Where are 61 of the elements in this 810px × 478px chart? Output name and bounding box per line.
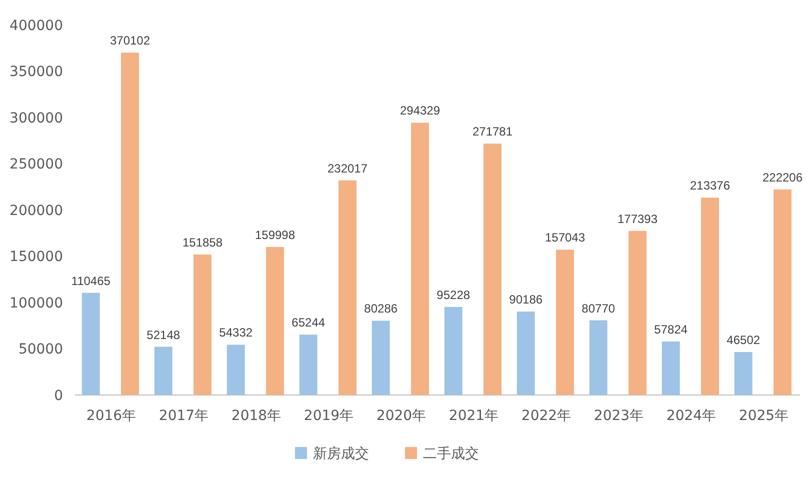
bar bbox=[734, 352, 752, 395]
legend-label: 二手成交 bbox=[423, 446, 479, 462]
data-label: 159998 bbox=[254, 228, 296, 242]
data-label: 65244 bbox=[292, 316, 326, 330]
bar bbox=[484, 144, 502, 395]
data-label: 46502 bbox=[726, 332, 760, 347]
bar bbox=[411, 122, 429, 395]
x-tick-label: 2025年 bbox=[738, 408, 789, 424]
bar bbox=[774, 189, 792, 395]
x-tick-label: 2021年 bbox=[448, 408, 499, 424]
bar bbox=[662, 342, 680, 395]
data-label: 271781 bbox=[472, 124, 513, 139]
data-label: 80286 bbox=[364, 302, 398, 316]
y-tick-label: 150000 bbox=[10, 249, 63, 266]
x-tick-label: 2020年 bbox=[376, 408, 426, 424]
data-label: 157043 bbox=[544, 230, 586, 245]
y-tick-label: 50000 bbox=[18, 342, 63, 358]
bar bbox=[121, 52, 139, 395]
data-label: 52148 bbox=[146, 328, 180, 342]
data-label: 232017 bbox=[327, 161, 368, 176]
data-label: 177393 bbox=[617, 212, 658, 226]
y-tick-label: 350000 bbox=[10, 64, 63, 80]
data-label: 151858 bbox=[182, 236, 223, 250]
x-tick-label: 2023年 bbox=[594, 408, 644, 424]
bar bbox=[82, 292, 100, 395]
x-tick-label: 2022年 bbox=[521, 408, 572, 424]
x-tick-label: 2018年 bbox=[231, 408, 282, 424]
y-tick-label: 100000 bbox=[10, 295, 63, 312]
data-label: 95228 bbox=[436, 288, 470, 302]
x-tick-label: 2017年 bbox=[158, 408, 209, 424]
bar bbox=[628, 230, 646, 395]
x-tick-label: 2016年 bbox=[86, 408, 136, 424]
bar bbox=[299, 334, 318, 395]
data-label: 54332 bbox=[219, 326, 253, 340]
bar bbox=[338, 180, 356, 395]
y-tick-label: 0 bbox=[54, 388, 63, 404]
data-label: 90186 bbox=[509, 292, 543, 307]
y-tick-label: 250000 bbox=[10, 156, 63, 173]
data-label: 80770 bbox=[582, 301, 616, 316]
bar bbox=[226, 344, 245, 395]
bar bbox=[516, 312, 535, 395]
data-label: 57824 bbox=[654, 322, 688, 337]
x-tick-label: 2024年 bbox=[666, 408, 716, 424]
data-label: 110465 bbox=[71, 274, 111, 288]
data-label: 222206 bbox=[762, 170, 803, 184]
x-tick-label: 2019年 bbox=[304, 408, 354, 424]
data-label: 370102 bbox=[110, 34, 150, 48]
bar bbox=[589, 320, 608, 395]
bar bbox=[266, 247, 284, 395]
bar bbox=[154, 346, 172, 395]
y-tick-label: 200000 bbox=[10, 202, 63, 219]
y-tick-label: 400000 bbox=[10, 18, 63, 34]
data-label: 294329 bbox=[400, 104, 440, 118]
bar bbox=[556, 250, 574, 395]
legend-label: 新房成交 bbox=[313, 446, 369, 462]
bar bbox=[194, 254, 212, 395]
y-tick-label: 300000 bbox=[10, 110, 63, 126]
bar bbox=[444, 306, 462, 395]
bar bbox=[701, 198, 719, 395]
bar bbox=[372, 320, 390, 395]
data-label: 213376 bbox=[690, 178, 730, 193]
